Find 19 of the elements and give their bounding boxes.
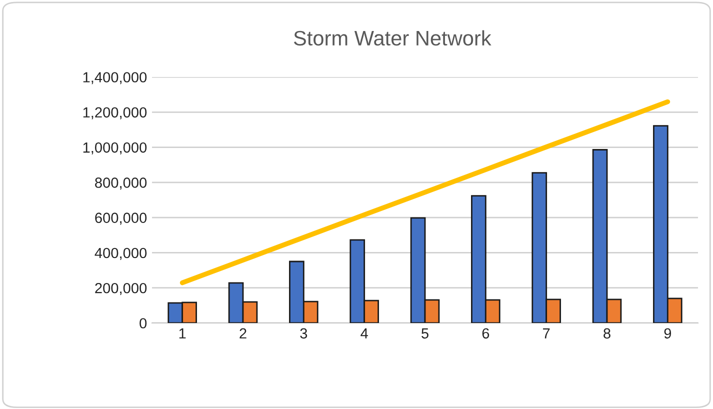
chart-title: Storm Water Network	[294, 30, 492, 46]
x-tick-label: 4	[360, 328, 368, 338]
y-tick-label: 1,400,000	[83, 72, 147, 84]
x-tick-label: 2	[240, 328, 246, 338]
x-tick-label: 3	[300, 328, 308, 339]
x-tick-label: 8	[604, 328, 610, 339]
y-tick-label: 400,000	[94, 248, 147, 260]
y-tick-label: 1,000,000	[83, 142, 147, 154]
y-tick-label: 600,000	[95, 212, 147, 225]
y-tick-label: 800,000	[95, 178, 147, 190]
x-tick-label: 6	[482, 328, 490, 339]
x-tick-label: 1	[179, 328, 186, 338]
y-tick-label: 1,200,000	[83, 107, 147, 120]
x-tick-label: 9	[664, 328, 672, 339]
x-tick-label: 5	[422, 328, 428, 339]
y-tick-label: 200,000	[95, 282, 147, 296]
x-tick-label: 7	[543, 328, 550, 338]
y-tick-label: 0	[140, 318, 147, 328]
line-series	[180, 99, 670, 286]
